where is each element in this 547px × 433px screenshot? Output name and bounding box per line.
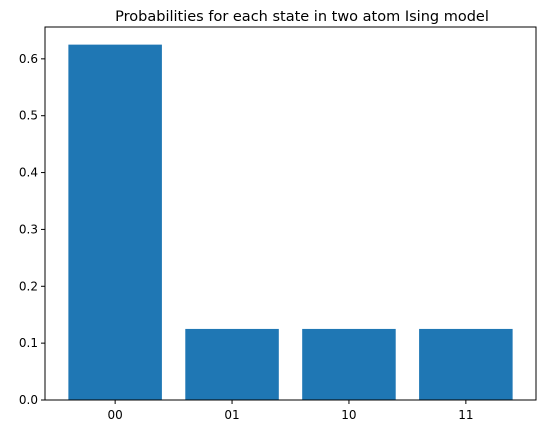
bar-01 xyxy=(185,328,279,400)
y-tick-label: 0.2 xyxy=(19,279,38,293)
chart-title: Probabilities for each state in two atom… xyxy=(115,9,489,25)
x-tick-label: 10 xyxy=(341,408,356,422)
y-tick-label: 0.4 xyxy=(19,166,38,180)
x-tick-label: 00 xyxy=(108,408,123,422)
y-tick-label: 0.3 xyxy=(19,222,38,236)
y-tick-label: 0.1 xyxy=(19,336,38,350)
bar-00 xyxy=(68,44,162,400)
y-tick-label: 0.0 xyxy=(19,393,38,407)
y-tick-label: 0.5 xyxy=(19,109,38,123)
x-tick-label: 01 xyxy=(224,408,239,422)
axes-frame xyxy=(44,26,537,401)
bar-10 xyxy=(302,328,396,400)
bar-11 xyxy=(419,328,513,400)
y-tick-label: 0.6 xyxy=(19,52,38,66)
x-tick-label: 11 xyxy=(458,408,473,422)
plot-area: 00 01 10 11 0.0 0.1 0.2 0.3 0.4 0.5 0.6 xyxy=(19,44,513,422)
